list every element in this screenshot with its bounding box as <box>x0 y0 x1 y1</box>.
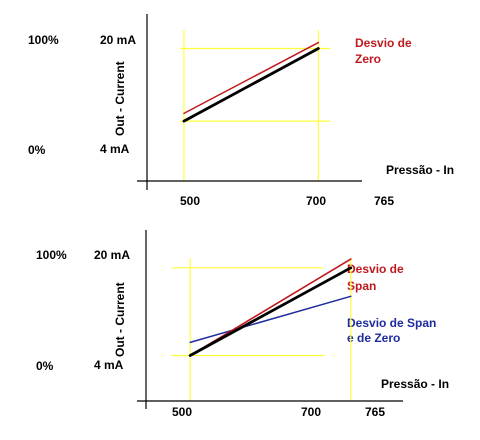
legend-zero-shift-line-2: Zero <box>355 52 381 66</box>
legend-span-shift-line-1: Desvio de <box>347 262 404 276</box>
x-tick-label-500: 500 <box>172 405 192 419</box>
x-axis-label: Pressão - In <box>386 163 454 177</box>
current-label-4ma: 4 mA <box>94 358 124 372</box>
series-reference-line <box>182 47 320 123</box>
percent-label-0: 0% <box>36 359 54 373</box>
chart-span-shift: 100% 0% 20 mA 4 mA Out - Current Pressão… <box>36 230 449 419</box>
current-label-20ma: 20 mA <box>100 33 136 47</box>
series-span-zero-shift-line <box>189 295 352 344</box>
legend-span-shift-line-2: Span <box>347 279 376 293</box>
legend-zero-shift-line-1: Desvio de <box>355 36 412 50</box>
percent-label-100: 100% <box>36 248 67 262</box>
x-tick-label-765: 765 <box>365 405 385 419</box>
percent-label-100: 100% <box>28 33 59 47</box>
current-label-4ma: 4 mA <box>100 142 130 156</box>
percent-label-0: 0% <box>28 143 46 157</box>
x-tick-label-765: 765 <box>374 194 394 208</box>
legend-span-zero-shift-line-2: e de Zero <box>347 331 400 345</box>
legend-span-zero-shift-line-1: Desvio de Span <box>347 316 436 330</box>
x-tick-label-700: 700 <box>301 405 321 419</box>
chart-zero-shift: 100% 0% 20 mA 4 mA Out - Current Pressão… <box>28 14 454 208</box>
y-axis-label: Out - Current <box>113 282 127 357</box>
series-zero-shift-line <box>183 41 320 115</box>
x-tick-label-700: 700 <box>306 194 326 208</box>
y-axis-label: Out - Current <box>113 61 127 136</box>
current-label-20ma: 20 mA <box>94 248 130 262</box>
series-reference-line <box>188 266 353 357</box>
x-tick-label-500: 500 <box>180 194 200 208</box>
x-axis-label: Pressão - In <box>381 377 449 391</box>
